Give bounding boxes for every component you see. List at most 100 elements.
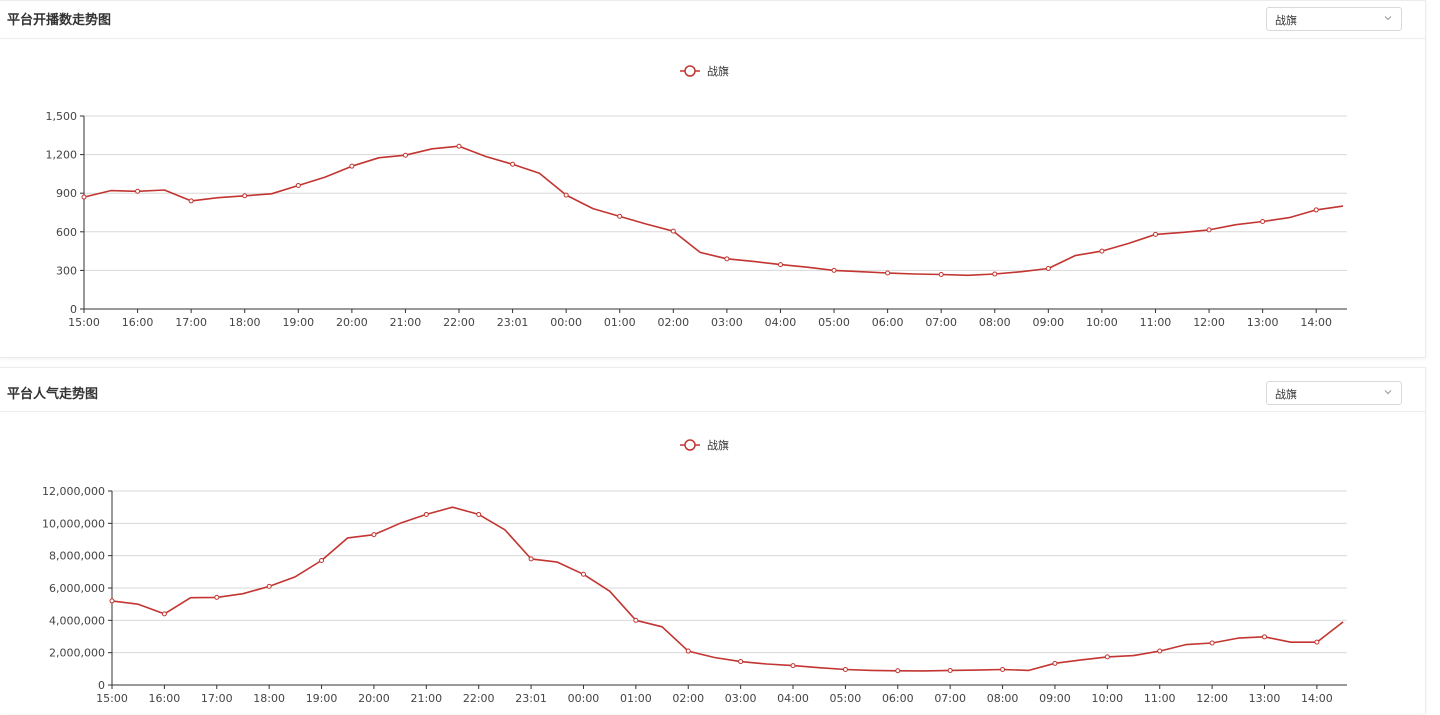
data-point [214, 594, 220, 600]
x-tick-label: 02:00 [672, 692, 704, 705]
data-point [670, 228, 676, 234]
data-point [1313, 207, 1319, 213]
y-tick-label: 6,000,000 [49, 582, 105, 595]
x-tick-label: 19:00 [282, 316, 314, 329]
data-point [109, 598, 115, 604]
platform-select[interactable]: 战旗 [1266, 381, 1402, 405]
y-tick-label: 300 [56, 264, 77, 277]
data-point [423, 511, 429, 517]
data-point [1052, 660, 1058, 666]
data-point [633, 617, 639, 623]
x-tick-label: 22:00 [463, 692, 495, 705]
x-tick-label: 03:00 [711, 316, 743, 329]
data-point [528, 556, 534, 562]
y-tick-label: 1,500 [46, 110, 78, 123]
popularity-panel: 平台人气走势图 战旗 战旗 0 2,000,000 4,000,000 6,000,00… [0, 367, 1426, 714]
x-tick-label: 04:00 [765, 316, 797, 329]
open-count-panel: 平台开播数走势图 战旗 战旗 0 300 600 900 1,200 1,500 15:00 1… [0, 0, 1426, 358]
data-point [563, 192, 569, 198]
legend: 战旗 [680, 64, 729, 78]
data-point [777, 262, 783, 268]
x-tick-label: 18:00 [253, 692, 285, 705]
data-point [580, 571, 586, 577]
data-point [895, 668, 901, 674]
x-tick-label: 23:01 [497, 316, 529, 329]
x-tick-label: 06:00 [882, 692, 914, 705]
x-tick-label: 08:00 [987, 692, 1019, 705]
data-point [1099, 248, 1105, 254]
data-point [1206, 227, 1212, 233]
legend-label: 战旗 [707, 438, 729, 452]
panel-title: 平台人气走势图 [7, 387, 99, 402]
y-tick-label: 12,000,000 [42, 485, 105, 498]
x-tick-label: 12:00 [1193, 316, 1225, 329]
data-point [456, 143, 462, 149]
x-tick-label: 03:00 [725, 692, 757, 705]
y-tick-label: 600 [56, 226, 77, 239]
x-tick-label: 23:01 [515, 692, 547, 705]
x-tick-label: 19:00 [306, 692, 338, 705]
x-tick-label: 11:00 [1144, 692, 1176, 705]
data-point [349, 163, 355, 169]
platform-select[interactable]: 战旗 [1266, 7, 1402, 31]
panel-header: 平台人气走势图 战旗 [0, 368, 1425, 412]
data-point [1045, 265, 1051, 271]
y-tick-label: 0 [70, 303, 77, 316]
data-point [947, 667, 953, 673]
y-tick-label: 1,200 [46, 149, 78, 162]
x-tick-label: 09:00 [1032, 316, 1064, 329]
data-point [617, 213, 623, 219]
platform-select-value: 战旗 [1275, 388, 1297, 401]
data-point [510, 161, 516, 167]
data-point [992, 271, 998, 277]
data-point [938, 272, 944, 278]
data-point [371, 532, 377, 538]
x-tick-label: 01:00 [604, 316, 636, 329]
data-point [1209, 640, 1215, 646]
data-point [790, 663, 796, 669]
x-tick-label: 21:00 [390, 316, 422, 329]
x-tick-label: 13:00 [1247, 316, 1279, 329]
y-tick-label: 10,000,000 [42, 517, 105, 530]
panel-header: 平台开播数走势图 战旗 [0, 1, 1425, 39]
chevron-down-icon [1384, 390, 1392, 395]
data-point [724, 256, 730, 262]
x-tick-label: 10:00 [1086, 316, 1118, 329]
legend-marker [684, 65, 696, 77]
data-point [1260, 219, 1266, 225]
popularity-chart: 战旗 0 2,000,000 4,000,000 6,000,000 8,000,000 1… [42, 438, 1347, 705]
x-tick-label: 01:00 [620, 692, 652, 705]
x-tick-label: 17:00 [175, 316, 207, 329]
x-tick-label: 00:00 [550, 316, 582, 329]
x-tick-label: 07:00 [934, 692, 966, 705]
x-tick-label: 16:00 [122, 316, 154, 329]
data-point [295, 182, 301, 188]
x-tick-label: 07:00 [925, 316, 957, 329]
x-tick-label: 04:00 [777, 692, 809, 705]
x-tick-label: 20:00 [336, 316, 368, 329]
series-line [83, 145, 1344, 277]
x-tick-label: 15:00 [68, 316, 100, 329]
x-tick-label: 22:00 [443, 316, 475, 329]
data-point [161, 611, 167, 617]
data-point [188, 198, 194, 204]
data-point [81, 194, 87, 200]
legend-label: 战旗 [707, 64, 729, 78]
x-tick-label: 18:00 [229, 316, 261, 329]
y-tick-label: 4,000,000 [49, 614, 105, 627]
x-tick-label: 12:00 [1196, 692, 1228, 705]
data-point [135, 188, 141, 194]
data-point [738, 659, 744, 665]
x-tick-label: 05:00 [818, 316, 850, 329]
x-tick-label: 14:00 [1300, 316, 1332, 329]
series-line [111, 506, 1344, 672]
data-point [842, 666, 848, 672]
x-tick-label: 21:00 [410, 692, 442, 705]
chevron-down-icon [1384, 16, 1392, 21]
x-tick-label: 14:00 [1301, 692, 1333, 705]
x-tick-label: 20:00 [358, 692, 390, 705]
data-point [885, 270, 891, 276]
x-tick-label: 06:00 [872, 316, 904, 329]
open-count-chart: 战旗 0 300 600 900 1,200 1,500 15:00 16:00 17:00 18:… [46, 64, 1347, 329]
x-tick-label: 17:00 [201, 692, 233, 705]
